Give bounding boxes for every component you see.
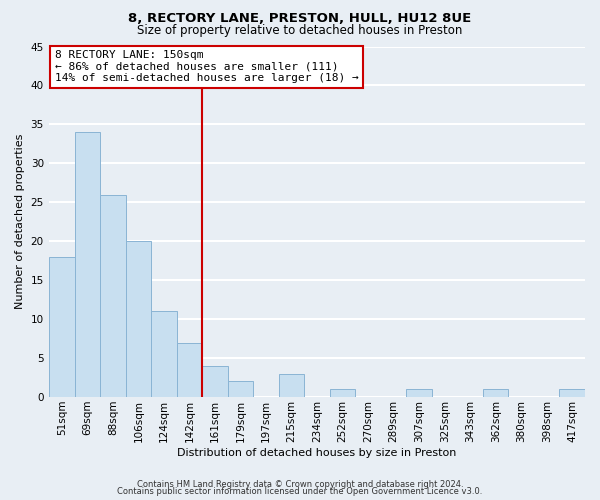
Text: 8 RECTORY LANE: 150sqm
← 86% of detached houses are smaller (111)
14% of semi-de: 8 RECTORY LANE: 150sqm ← 86% of detached… [55,50,358,83]
Bar [202,366,228,397]
Bar [75,132,100,397]
Bar [228,382,253,397]
Text: Contains HM Land Registry data © Crown copyright and database right 2024.: Contains HM Land Registry data © Crown c… [137,480,463,489]
Text: Size of property relative to detached houses in Preston: Size of property relative to detached ho… [137,24,463,37]
Bar [100,194,126,397]
Bar [483,390,508,397]
Bar [49,257,75,397]
Bar [559,390,585,397]
X-axis label: Distribution of detached houses by size in Preston: Distribution of detached houses by size … [178,448,457,458]
Bar [177,342,202,397]
Bar [126,241,151,397]
Y-axis label: Number of detached properties: Number of detached properties [15,134,25,310]
Bar [330,390,355,397]
Text: Contains public sector information licensed under the Open Government Licence v3: Contains public sector information licen… [118,487,482,496]
Bar [279,374,304,397]
Bar [151,312,177,397]
Bar [406,390,432,397]
Text: 8, RECTORY LANE, PRESTON, HULL, HU12 8UE: 8, RECTORY LANE, PRESTON, HULL, HU12 8UE [128,12,472,26]
